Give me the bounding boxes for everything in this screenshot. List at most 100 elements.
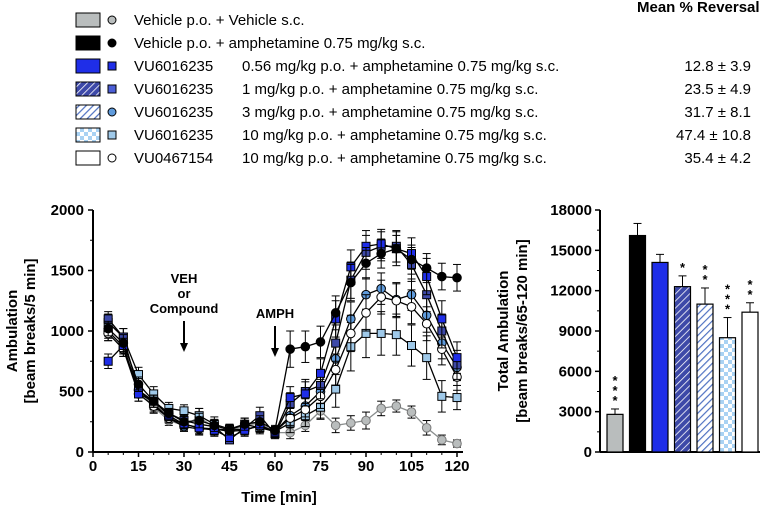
significance-star: * xyxy=(612,393,618,408)
bar xyxy=(628,234,647,453)
data-point-circle xyxy=(421,318,432,329)
legend-compound: VU0467154 xyxy=(134,150,213,167)
data-point-circle xyxy=(361,415,371,426)
data-point-square xyxy=(452,353,462,363)
line-chart-y-tick-label: 1500 xyxy=(51,263,84,280)
data-point-circle xyxy=(391,295,402,306)
bar xyxy=(741,311,759,453)
legend-swatch xyxy=(75,104,101,120)
data-point-circle xyxy=(315,337,326,347)
data-point-square xyxy=(300,389,310,399)
legend-reversal-value: 23.5 ± 4.9 xyxy=(684,81,751,98)
line-chart-y-axis-label-unit: [beam breaks/5 min] xyxy=(22,258,39,403)
legend-swatch xyxy=(75,35,101,51)
data-point-circle xyxy=(437,435,447,445)
legend-swatch xyxy=(75,12,101,28)
bar-chart-y-tick-label: 18000 xyxy=(550,202,592,219)
data-point-square xyxy=(407,341,416,351)
line-chart-y-tick-label: 0 xyxy=(76,444,84,461)
legend-reversal-value: 47.4 ± 10.8 xyxy=(676,127,751,144)
significance-star: * xyxy=(747,287,753,302)
annotation-text: Compound xyxy=(150,301,219,316)
data-point-circle xyxy=(209,420,220,431)
legend-marker-circle xyxy=(107,107,117,117)
data-point-square xyxy=(437,314,447,324)
data-point-circle xyxy=(421,423,432,433)
line-chart-y-tick-label: 2000 xyxy=(51,202,84,219)
legend-dose: 0.56 mg/kg p.o. + amphetamine 0.75 mg/kg… xyxy=(242,58,559,75)
data-point-circle xyxy=(285,344,295,354)
data-point-square xyxy=(422,353,432,363)
legend: Mean % Reversal Vehicle p.o. + Vehicle s… xyxy=(75,0,760,167)
data-point-circle xyxy=(406,407,417,417)
data-point-circle xyxy=(376,403,386,414)
bar-chart-y-tick-label: 15000 xyxy=(550,242,592,259)
line-chart-axes: 0 15 30 45 60 75 90 105 120 0 500 1000 1500 2000 xyxy=(51,202,470,475)
bar xyxy=(606,413,624,453)
line-chart-x-tick-label: 30 xyxy=(176,458,193,475)
data-point-circle xyxy=(376,292,386,302)
annotation-text: AMPH xyxy=(256,306,294,321)
bar-chart-y-tick-label: 3000 xyxy=(559,404,592,421)
data-point-circle xyxy=(179,416,189,427)
data-point-circle xyxy=(148,396,159,406)
legend-compound: Vehicle p.o. + amphetamine 0.75 mg/kg s.… xyxy=(134,35,425,52)
bar xyxy=(696,303,714,453)
legend-marker-circle xyxy=(107,153,117,163)
line-chart-x-tick-label: 105 xyxy=(399,458,424,475)
significance-star: * xyxy=(725,302,731,317)
legend-compound: VU6016235 xyxy=(134,127,213,144)
data-point-circle xyxy=(270,425,280,436)
bar-chart-y-axis-label: Total Ambulation xyxy=(495,271,512,392)
ambulation-time-course-chart: 0 15 30 45 60 75 90 105 120 0 500 1000 1500 2000 Time… xyxy=(4,202,470,506)
data-point-square xyxy=(437,391,447,401)
data-point-circle xyxy=(437,271,447,282)
legend-dose: 1 mg/kg p.o. + amphetamine 0.75 mg/kg s.… xyxy=(242,81,538,98)
series-line xyxy=(107,247,458,432)
legend-compound: VU6016235 xyxy=(134,58,213,75)
data-point-square xyxy=(103,356,113,366)
line-chart-x-tick-label: 45 xyxy=(221,458,238,475)
data-point-square xyxy=(331,338,341,348)
data-point-circle xyxy=(194,415,204,426)
bar-chart-y-tick-label: 6000 xyxy=(559,363,592,380)
data-point-circle xyxy=(103,323,113,334)
data-point-circle xyxy=(391,401,402,411)
legend-entries: Vehicle p.o. + Vehicle s.c. Vehicle p.o. … xyxy=(75,12,751,167)
bar xyxy=(673,286,692,453)
legend-compound: VU6016235 xyxy=(134,104,213,121)
series-1 xyxy=(103,234,462,436)
significance-star: * xyxy=(725,292,731,307)
data-point-square xyxy=(376,328,386,338)
legend-reversal-value: 12.8 ± 3.9 xyxy=(684,58,751,75)
legend-marker-circle xyxy=(107,15,117,25)
data-point-circle xyxy=(118,338,129,348)
data-point-circle xyxy=(421,263,432,273)
data-point-circle xyxy=(224,425,235,436)
legend-marker-square xyxy=(107,84,117,94)
data-point-square xyxy=(452,393,462,403)
bar-chart-y-axis-label-unit: [beam breaks/65-120 min] xyxy=(514,239,531,422)
data-point-circle xyxy=(406,302,417,312)
legend-reversal-value: 35.4 ± 4.2 xyxy=(684,150,751,167)
line-chart-x-tick-label: 15 xyxy=(130,458,147,475)
data-point-circle xyxy=(300,341,311,352)
line-chart-y-tick-label: 500 xyxy=(59,384,84,401)
legend-swatch xyxy=(75,150,101,166)
annotation-arrow-head xyxy=(180,343,188,352)
data-point-circle xyxy=(285,413,295,423)
legend-compound: Vehicle p.o. + Vehicle s.c. xyxy=(134,12,305,29)
data-point-square xyxy=(179,406,189,416)
bar-chart-y-tick-label: 9000 xyxy=(559,323,592,340)
line-chart-y-axis-label: Ambulation xyxy=(4,290,21,373)
data-point-circle xyxy=(406,254,417,265)
legend-marker-circle xyxy=(107,38,117,48)
line-chart-x-axis-label: Time [min] xyxy=(241,489,317,506)
significance-star: * xyxy=(680,260,686,275)
data-point-circle xyxy=(361,258,371,269)
legend-swatch xyxy=(75,58,101,74)
annotation-arrow-head xyxy=(271,348,279,357)
line-chart-y-tick-label: 1000 xyxy=(51,323,84,340)
